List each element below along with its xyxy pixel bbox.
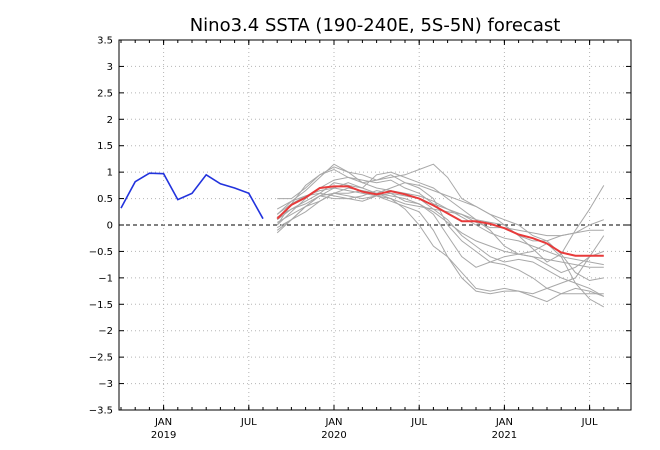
- ensemble-member-line: [276, 182, 604, 295]
- y-tick-label: −2.5: [89, 353, 113, 364]
- x-tick-label: JAN: [495, 417, 513, 428]
- ensemble-member-line: [276, 163, 604, 282]
- y-tick-label: 3.5: [97, 36, 113, 47]
- x-tick-label: JAN: [324, 417, 342, 428]
- y-tick-label: −1.5: [89, 300, 113, 311]
- y-tick-label: 3: [107, 62, 113, 73]
- y-tick-label: −1: [98, 273, 113, 284]
- x-tick-year-label: 2019: [151, 430, 176, 441]
- main-series: [120, 172, 604, 257]
- x-tick-label: JUL: [240, 417, 257, 428]
- observed-line: [120, 172, 264, 220]
- ensemble-member-line: [276, 163, 604, 242]
- x-tick-label: JUL: [410, 417, 427, 428]
- ensemble-member-line: [276, 195, 605, 295]
- ensemble-member-line: [276, 187, 604, 268]
- ensemble-member-line: [276, 190, 604, 274]
- chart-title: Nino3.4 SSTA (190-240E, 5S-5N) forecast: [190, 15, 561, 36]
- x-tick-year-label: 2020: [321, 430, 346, 441]
- y-tick-label: −3: [98, 379, 113, 390]
- y-tick-label: −2: [98, 326, 113, 337]
- ensemble-members: [276, 163, 605, 308]
- y-tick-label: −3.5: [89, 406, 113, 417]
- x-tick-label: JAN: [154, 417, 172, 428]
- ensemble-mean-line: [276, 185, 604, 257]
- y-tick-label: 0.5: [97, 194, 113, 205]
- axes: 3.5 3 2.5 2 1.5 1 0.5 0 −0.5 −1 −1.5 −2 −2.5 −3 −3.5 JA…: [89, 36, 631, 441]
- y-tick-label: −0.5: [89, 247, 113, 258]
- x-tick-label: JUL: [581, 417, 598, 428]
- ensemble-member-line: [276, 187, 605, 297]
- y-tick-label: 2.5: [97, 88, 113, 99]
- y-tick-label: 2: [107, 115, 113, 126]
- y-tick-label: 1: [107, 168, 113, 179]
- x-tick-year-label: 2021: [492, 430, 517, 441]
- ensemble-member-line: [277, 168, 605, 263]
- ensemble-member-line: [276, 176, 604, 266]
- y-tick-label: 0: [107, 221, 113, 232]
- y-tick-label: 1.5: [97, 141, 113, 152]
- grid-lines: [119, 40, 631, 410]
